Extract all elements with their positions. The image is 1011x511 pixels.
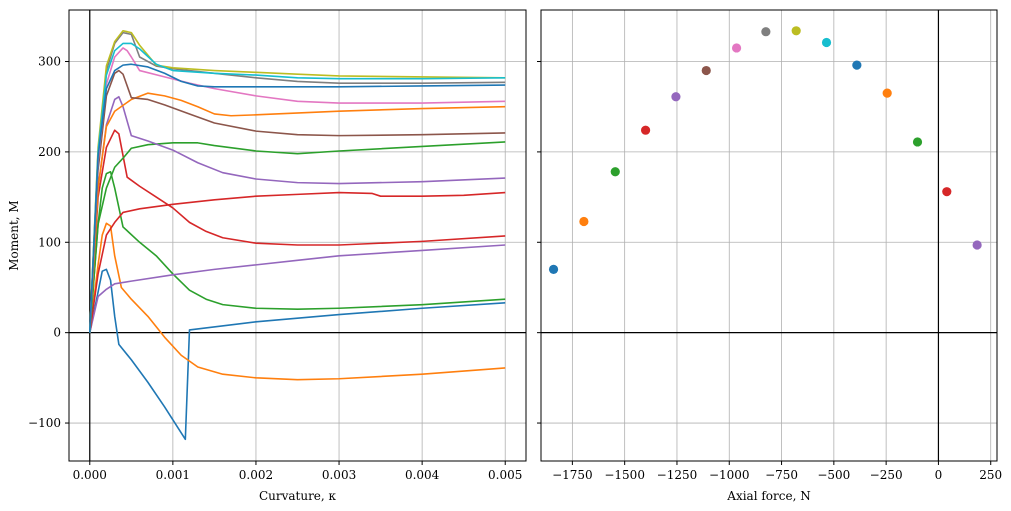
right-x-tick-label-4: −750 bbox=[765, 468, 798, 482]
right-x-axis-label: Axial force, N bbox=[726, 489, 810, 503]
right-x-tick-label-8: 250 bbox=[979, 468, 1002, 482]
left-x-tick-label-1: 0.001 bbox=[156, 468, 190, 482]
left-y-tick-label-1: 0 bbox=[53, 326, 61, 340]
moment-curve-14 bbox=[88, 42, 506, 333]
scatter-point-15 bbox=[972, 240, 982, 250]
scatter-point-2 bbox=[579, 216, 589, 227]
left-y-tick-label-2: 100 bbox=[38, 235, 61, 249]
left-x-tick-label-3: 0.003 bbox=[322, 468, 356, 482]
right-axes-frame bbox=[540, 9, 998, 462]
scatter-point-14 bbox=[942, 187, 952, 197]
moment-curve-4 bbox=[88, 129, 506, 333]
right-x-tick-label-2: −1250 bbox=[657, 468, 698, 482]
scatter-point-1 bbox=[548, 264, 559, 274]
scatter-point-9 bbox=[791, 26, 801, 36]
moment-curve-1 bbox=[88, 268, 506, 441]
scatter-point-12 bbox=[882, 88, 892, 98]
left-x-tick-label-0: 0.000 bbox=[73, 468, 107, 482]
right-x-tick-label-7: 0 bbox=[935, 468, 943, 482]
scatter-point-4 bbox=[640, 125, 651, 135]
scatter-point-3 bbox=[610, 167, 620, 177]
moment-curve-6 bbox=[88, 191, 506, 333]
moment-curve-12 bbox=[88, 31, 506, 333]
moment-curve-15 bbox=[88, 63, 506, 333]
scatter-point-7 bbox=[731, 43, 742, 53]
left-x-tick-label-2: 0.002 bbox=[239, 468, 273, 482]
left-x-tick-label-5: 0.005 bbox=[488, 468, 522, 482]
scatter-point-8 bbox=[761, 27, 771, 37]
scatter-point-6 bbox=[701, 65, 711, 76]
moment-curve-8 bbox=[88, 95, 506, 333]
left-y-tick-label-0: −100 bbox=[28, 416, 61, 430]
right-x-tick-label-1: −1500 bbox=[604, 468, 645, 482]
curvature-moment-plot: 0.000 0.001 0.002 0.003 0.004 0.005 −100 0 100 20… bbox=[7, 9, 527, 503]
moment-curve-3 bbox=[88, 170, 506, 333]
right-x-tick-label-5: −500 bbox=[817, 468, 850, 482]
right-x-tick-label-6: −250 bbox=[870, 468, 903, 482]
right-x-tick-label-3: −1000 bbox=[709, 468, 750, 482]
scatter-point-11 bbox=[852, 60, 862, 70]
left-y-tick-label-3: 200 bbox=[38, 145, 61, 159]
scatter-point-5 bbox=[671, 92, 681, 102]
moment-curve-13 bbox=[88, 29, 506, 333]
left-y-axis-label: Moment, M bbox=[7, 200, 21, 270]
moment-curve-2 bbox=[88, 222, 506, 381]
scatter-point-13 bbox=[912, 137, 923, 147]
moment-curve-7 bbox=[88, 141, 506, 333]
axial-force-moment-plot: −1750 −1500 −1250 −1000 −750 −500 −250 0 250 Axia… bbox=[537, 9, 1002, 503]
moment-curve-11 bbox=[88, 47, 506, 333]
moment-curve-10 bbox=[88, 69, 506, 333]
moment-curve-5 bbox=[88, 244, 506, 333]
left-y-tick-label-4: 300 bbox=[38, 55, 61, 69]
left-axes-frame bbox=[68, 9, 527, 462]
scatter-point-10 bbox=[821, 37, 832, 48]
left-x-tick-label-4: 0.004 bbox=[405, 468, 440, 482]
left-x-axis-label: Curvature, κ bbox=[259, 489, 337, 503]
moment-curve-9 bbox=[88, 92, 506, 333]
right-x-tick-label-0: −1750 bbox=[552, 468, 593, 482]
